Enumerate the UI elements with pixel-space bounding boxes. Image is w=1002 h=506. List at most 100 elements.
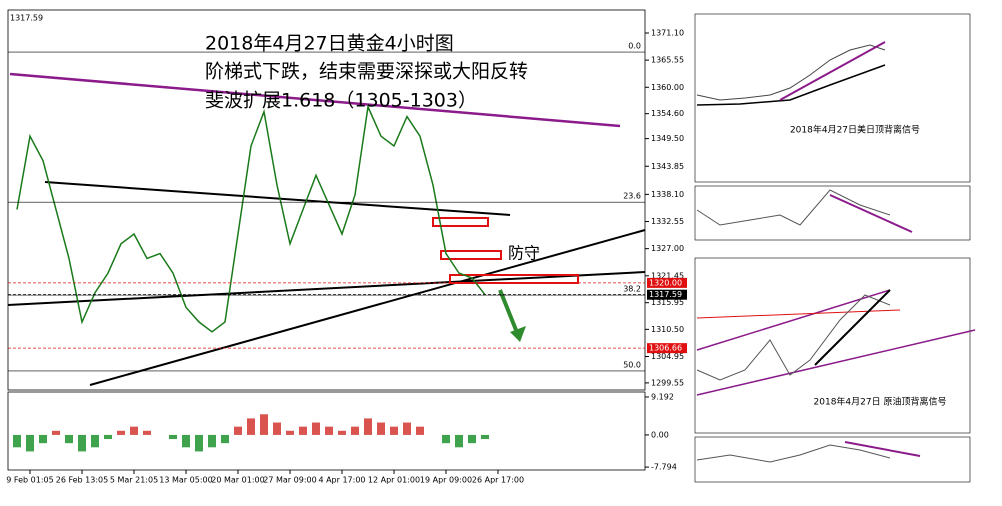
histogram-bar [325,426,333,435]
price-tag-label: 1320.00 [649,278,682,287]
price-tag-label: 1306.66 [649,344,682,353]
trendline [7,271,646,306]
zone-box [432,217,489,227]
side-line [696,44,886,101]
annotation: 防守 [508,244,540,263]
fib-label: 38.2 [623,285,641,294]
y-tick-label: 1304.95 [651,352,684,361]
histogram-bar [39,434,47,444]
histogram-bar [299,426,307,435]
trendline [9,72,621,128]
price-frame [7,9,646,391]
histogram-bar [13,434,21,448]
price-tag-label: 1317.59 [649,290,682,299]
x-tick-label: 4 Apr 17:00 [318,476,365,485]
histogram-bar [364,418,372,435]
histogram-bar [455,434,463,448]
x-tick-label: 12 Apr 01:00 [368,476,420,485]
side-frame [694,436,971,483]
x-tick-label: 27 Mar 09:00 [263,476,316,485]
fib-label: 0.0 [628,42,641,51]
side-title: 2018年4月27日 原油顶背离信号 [814,396,947,408]
y-tick-label: 1327.00 [651,244,684,253]
histogram-bar [312,422,320,435]
histogram-bar [390,426,398,435]
y-tick-label: -7.794 [651,463,677,472]
histogram-bar [377,422,385,435]
histogram-bar [52,430,60,435]
annotation: 阶梯式下跌，结束需要深探或大阳反转 [205,61,528,83]
y-tick-label: 1349.50 [651,134,684,143]
y-tick-label: 9.192 [651,392,674,401]
side-frame [694,185,971,241]
side-line [696,189,891,226]
trendline [44,181,511,216]
price-tag [647,289,687,300]
side-trend [696,329,976,396]
histogram-bar [195,434,203,452]
side-trend [829,194,913,233]
side-title: 2018年4月27日美日顶背离信号 [790,124,920,136]
histogram-bar [143,430,151,435]
y-tick-label: 0.00 [651,430,669,439]
annotation: 斐波扩展1.618（1305-1303） [205,90,477,112]
price-tag [647,277,687,288]
y-tick-label: 1371.10 [651,28,684,37]
fib-label: 23.6 [623,192,641,201]
histogram-bar [91,434,99,448]
y-tick-label: 1354.60 [651,109,684,118]
y-tick-label: 1299.55 [651,378,684,387]
zone-box [440,250,502,260]
corner-label: 1317.59 [10,14,43,23]
side-line [696,64,886,106]
histogram-bar [403,422,411,435]
histogram-bar [416,426,424,435]
y-tick-label: 1338.10 [651,190,684,199]
histogram-bar [338,430,346,435]
histogram-bar [286,430,294,435]
fib-label: 50.0 [623,360,641,369]
histogram-bar [260,414,268,435]
arrow-head [510,326,526,342]
indicator-frame [7,391,646,471]
arrow [498,289,520,336]
side-trend [696,289,891,351]
y-tick-label: 1343.85 [651,162,684,171]
side-level [696,309,901,319]
x-tick-label: 20 Mar 01:00 [211,476,264,485]
trendline [89,229,646,386]
histogram-bar [468,434,476,444]
histogram-bar [182,434,190,448]
x-tick-label: 19 Apr 09:00 [420,476,472,485]
price-line [16,104,486,333]
y-tick-label: 1332.55 [651,217,684,226]
histogram-bar [169,434,177,440]
side-line [696,444,891,463]
histogram-bar [351,426,359,435]
side-line [696,294,891,381]
x-tick-label: 13 Mar 05:00 [159,476,212,485]
x-tick-label: 26 Feb 13:05 [56,476,108,485]
x-tick-label: 5 Mar 21:05 [110,476,158,485]
histogram-bar [130,426,138,435]
side-trend [814,289,891,366]
histogram-bar [247,418,255,435]
y-tick-label: 1310.50 [651,325,684,334]
y-tick-label: 1365.55 [651,56,684,65]
histogram-bar [234,426,242,435]
histogram-bar [442,434,450,444]
side-trend [844,441,921,457]
histogram-bar [481,434,489,440]
histogram-bar [65,434,73,444]
side-trend [779,41,886,101]
chart-title: 2018年4月27日黄金4小时图 [205,33,454,55]
side-frame [694,257,971,434]
price-tag [647,343,687,354]
y-tick-label: 1360.00 [651,83,684,92]
y-tick-label: 1315.95 [651,298,684,307]
histogram-bar [78,434,86,452]
histogram-bar [221,434,229,444]
y-tick-label: 1321.45 [651,271,684,280]
histogram-bar [273,422,281,435]
